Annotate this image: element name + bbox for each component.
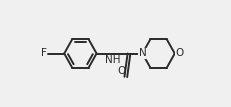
Text: N: N	[138, 48, 146, 59]
Text: NH: NH	[105, 55, 120, 65]
Text: F: F	[41, 48, 47, 59]
Text: O: O	[175, 48, 183, 59]
Text: O: O	[117, 66, 125, 76]
